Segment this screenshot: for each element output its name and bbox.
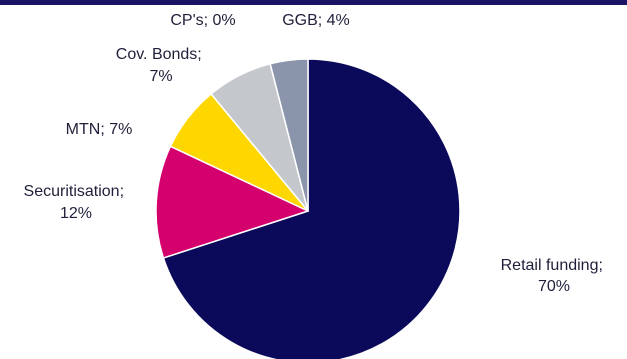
label-cps: CP's; 0%	[170, 12, 235, 29]
label-cov-bonds-name: Cov. Bonds;	[116, 46, 202, 63]
pie-chart: Retail funding; 70% Securitisation; 12% …	[24, 12, 608, 359]
pie-slice-securitisation	[155, 145, 309, 259]
label-retail-funding-name: Retail funding;	[501, 257, 603, 274]
label-ggb: GGB; 4%	[282, 12, 350, 29]
label-mtn: MTN; 7%	[66, 121, 133, 138]
label-cov-bonds-value: 7%	[149, 68, 172, 85]
label-retail-funding: Retail funding; 70%	[501, 257, 608, 295]
pie-slice-retail-funding	[162, 58, 461, 359]
pie-slices	[155, 58, 461, 359]
pie-slice-ggb	[269, 58, 309, 212]
label-securitisation-value: 12%	[60, 205, 92, 222]
label-mtn-text: MTN; 7%	[66, 121, 133, 138]
label-securitisation: Securitisation; 12%	[24, 183, 129, 222]
label-securitisation-name: Securitisation;	[24, 183, 125, 200]
label-cov-bonds: Cov. Bonds; 7%	[116, 46, 206, 85]
label-ggb-text: GGB; 4%	[282, 12, 350, 29]
label-cps-text: CP's; 0%	[170, 12, 235, 29]
label-retail-funding-value: 70%	[538, 278, 570, 295]
